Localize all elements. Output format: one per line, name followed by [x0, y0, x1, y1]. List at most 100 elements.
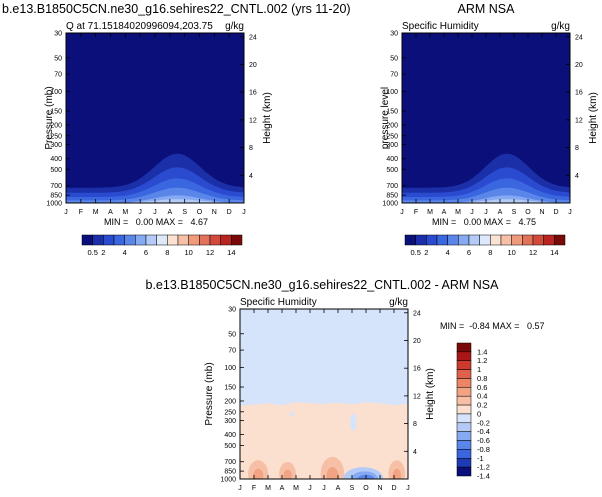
panel3-ytick-label-9: 500	[224, 443, 236, 450]
panel2-y2label: Height (km)	[588, 92, 599, 144]
panel1-xtick-label-4: M	[122, 209, 128, 216]
panel2-y2tick-label-0: 24	[575, 34, 583, 41]
panel3-ytick-label-4: 150	[224, 385, 236, 392]
panel2-xtick-label-12: J	[568, 209, 572, 216]
panel1-xtick-label-9: O	[197, 209, 203, 216]
colorbar-2-label-4: 8	[488, 248, 492, 257]
colorbar-3-label-7: 0	[477, 409, 481, 418]
colorbar-2-label-6: 12	[529, 248, 537, 257]
panel3-ytick-label-0: 30	[228, 307, 236, 314]
colorbar-3-cell-14	[456, 466, 472, 477]
panel1-ytick-label-7: 300	[50, 142, 62, 149]
panel2-ytick-label-11: 850	[386, 193, 398, 200]
panel3-xtick-label-12: J	[406, 485, 410, 492]
panel3-neg-spot	[289, 411, 294, 416]
colorbar-1-label-6: 12	[206, 248, 214, 257]
colorbar-3-cell-9	[456, 422, 472, 432]
colorbar-2-cell-14	[554, 234, 566, 246]
colorbar-3-label-6: 0.2	[477, 401, 487, 410]
colorbar-3-label-2: 1	[477, 365, 481, 374]
colorbar-1-cell-2	[103, 234, 115, 246]
panel1-ylabel: Pressure (mb)	[44, 86, 55, 149]
panel3-ytick-label-6: 250	[224, 409, 236, 416]
colorbar-3-label-1: 1.2	[477, 356, 487, 365]
panel3-ytick-label-1: 50	[228, 331, 236, 338]
panel3-ytick-label-7: 300	[224, 418, 236, 425]
panel1-xtick-label-10: N	[212, 209, 217, 216]
panel1-y2tick-label-3: 12	[249, 117, 257, 124]
panel1-ytick-label-2: 70	[54, 72, 62, 79]
panel3-xtick-label-2: M	[265, 485, 271, 492]
panel2-ytick-label-3: 100	[386, 89, 398, 96]
panel3-xtick-label-6: J	[322, 485, 326, 492]
colorbar-1-cell-7	[156, 234, 168, 246]
colorbar-3-label-3: 0.8	[477, 374, 487, 383]
panel1-ytick-label-8: 400	[50, 156, 62, 163]
panel1-ytick-label-10: 700	[50, 183, 62, 190]
panel1-ytick-label-12: 1000	[46, 201, 62, 208]
panel1-ytick-label-0: 30	[54, 31, 62, 38]
colorbar-1-cell-14	[231, 234, 243, 246]
panel3-xtick-label-4: M	[293, 485, 299, 492]
colorbar-3: 1.41.210.80.60.40.20-0.2-0.4-0.6-0.8-1-1…	[456, 342, 490, 481]
panel1-ytick-label-11: 850	[50, 193, 62, 200]
colorbar-1-cell-4	[124, 234, 136, 246]
colorbar-2-label-3: 6	[467, 248, 471, 257]
panel1-header: b.e13.B1850C5CN.ne30_g16.sehires22_CNTL.…	[2, 2, 351, 16]
panel3-y2tick-label-2: 16	[413, 366, 421, 373]
colorbar-2: 0.5 2 4 6 8 10 12 14	[404, 234, 566, 257]
colorbar-2-cell-4	[447, 234, 459, 246]
panel1-fill	[66, 33, 244, 203]
panel3-plot: J F M A M J J A S O N D J 30 50 70 100 150 200 250 300 400 500…	[220, 307, 420, 493]
colorbar-3-cell-3	[456, 369, 472, 379]
panel2-xtick-label-11: D	[553, 209, 558, 216]
panel2-xtick-label-2: M	[427, 209, 433, 216]
panel1-ytick-label-9: 500	[50, 167, 62, 174]
panel1-y2label: Height (km)	[262, 92, 273, 144]
panel3-xtick-label-1: F	[252, 485, 256, 492]
panel3-xtick-label-10: N	[377, 485, 382, 492]
colorbar-2-label-2: 4	[446, 248, 450, 257]
colorbar-1-label-7: 14	[227, 248, 235, 257]
panel2-plot: J F M A M J J A S O N D J 30 50 70 100 150 200 250 300 400 500…	[382, 31, 582, 217]
colorbar-1-cell-13	[220, 234, 232, 246]
colorbar-2-label-7: 14	[550, 248, 558, 257]
panel2-y2tick-label-2: 16	[575, 90, 583, 97]
colorbar-2-cell-13	[543, 234, 555, 246]
colorbar-1-cell-0	[81, 234, 93, 246]
panel1-xtick-label-1: F	[79, 209, 83, 216]
colorbar-2-label-1: 2	[424, 248, 428, 257]
colorbar-2-cell-6	[468, 234, 480, 246]
colorbar-3-label-14: -1.4	[477, 472, 490, 481]
colorbar-2-cell-12	[532, 234, 544, 246]
colorbar-3-label-0: 1.4	[477, 347, 487, 356]
colorbar-3-cell-8	[456, 413, 472, 424]
panel1-units: g/kg	[225, 21, 244, 32]
panel3-xtick-label-3: A	[280, 485, 285, 492]
panel3-ytick-label-10: 700	[224, 459, 236, 466]
colorbar-1: 0.5 2 4 6 8 10 12 14	[81, 234, 243, 257]
colorbar-3-cell-10	[456, 431, 472, 441]
panel3-y2tick-label-5: 4	[413, 449, 417, 456]
panel1-ytick-label-6: 250	[50, 133, 62, 140]
panel2-xtick-label-0: J	[400, 209, 404, 216]
colorbar-2-cell-3	[436, 234, 448, 246]
panel2-y2tick-label-1: 20	[575, 62, 583, 69]
colorbar-3-label-10: -0.6	[477, 436, 490, 445]
colorbar-1-cell-1	[92, 234, 104, 246]
colorbar-2-cell-2	[426, 234, 438, 246]
colorbar-3-label-4: 0.6	[477, 383, 487, 392]
panel2-ytick-label-7: 300	[386, 142, 398, 149]
colorbar-1-label-0: 0.5	[87, 248, 97, 257]
panel3-xtick-label-9: O	[363, 485, 369, 492]
panel2-ylabel: pressure level	[380, 87, 391, 149]
colorbar-1-cell-3	[113, 234, 125, 246]
colorbar-2-cell-0	[404, 234, 416, 246]
panel1-title: Q at 71.15184020996094,203.75	[66, 21, 213, 32]
panel3-pos-core-1	[283, 469, 292, 479]
colorbar-3-cell-1	[456, 351, 472, 361]
panel2-minmax: MIN = 0.00 MAX = 4.75	[432, 217, 536, 227]
panel1-y2tick-label-5: 4	[249, 173, 253, 180]
panel1-xtick-label-6: J	[153, 209, 157, 216]
colorbar-3-cell-4	[456, 378, 472, 388]
